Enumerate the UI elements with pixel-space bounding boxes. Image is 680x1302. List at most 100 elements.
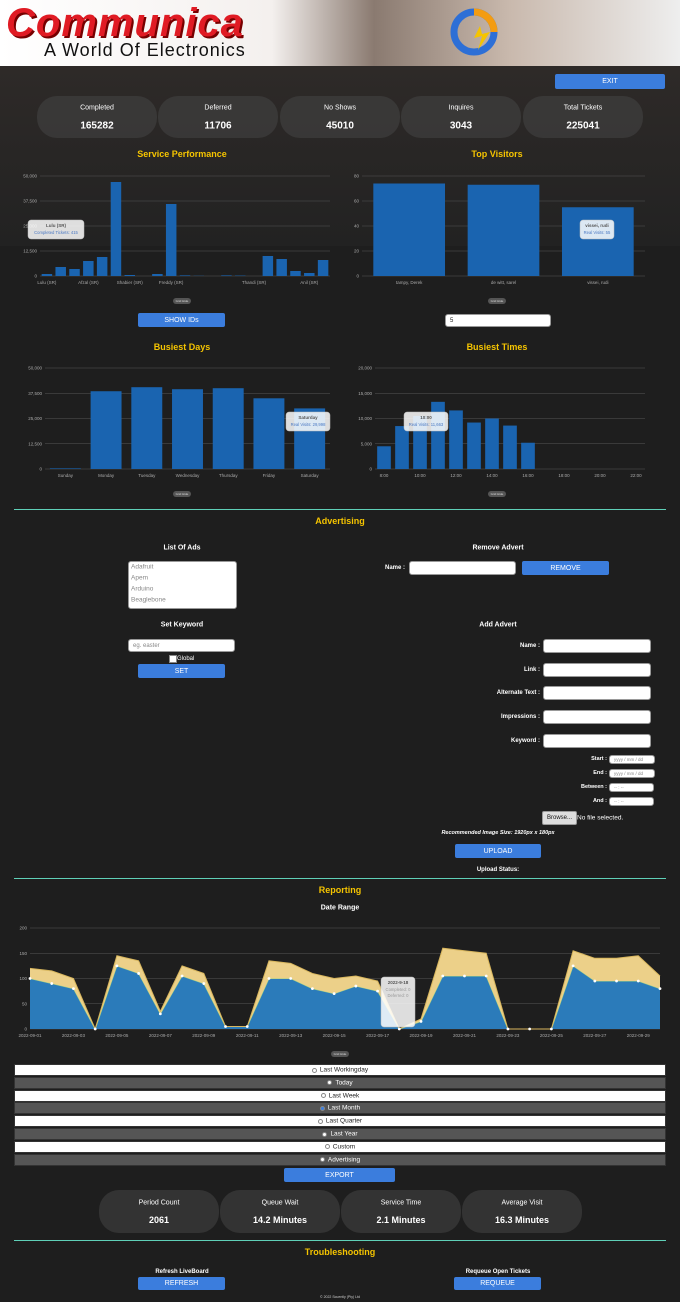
checkbox[interactable]	[169, 655, 177, 663]
range-option[interactable]	[14, 1153, 666, 1166]
grid-toggle[interactable]: Grid Hide	[488, 491, 506, 497]
ad-item: Adafruit	[131, 563, 154, 571]
y-tick-label: 40	[354, 224, 360, 229]
range-option[interactable]	[14, 1128, 666, 1140]
bar	[90, 391, 122, 469]
bar	[485, 418, 499, 469]
x-tick-label: Thursday	[219, 473, 239, 478]
radio[interactable]	[319, 1157, 325, 1163]
x-tick-label: 2022-09-21	[453, 1033, 477, 1038]
tooltip-text: Real Visits: 55	[584, 230, 611, 235]
y-tick-label: 5,000	[361, 441, 373, 446]
y-tick-label: 0	[34, 274, 37, 279]
field-label: And :	[592, 798, 607, 804]
range-option[interactable]	[14, 1140, 666, 1153]
y-tick-label: 80	[354, 174, 360, 179]
y-tick-label: 12,500	[28, 441, 42, 446]
x-tick-label: Lulu (SR)	[37, 280, 57, 285]
browse-button[interactable]: Browse...	[542, 811, 577, 825]
checkbox-label: Global	[177, 656, 195, 662]
ads-list[interactable]	[128, 561, 237, 609]
date-input[interactable]: yyyy / mm / dd	[609, 754, 655, 764]
keyword-input[interactable]: eg. easter	[128, 639, 235, 652]
field-input[interactable]	[543, 639, 651, 653]
field-label: Alternate Text :	[496, 690, 540, 697]
stat-card	[37, 96, 157, 138]
radio[interactable]	[317, 1118, 323, 1124]
bar	[212, 388, 244, 469]
field-input[interactable]	[543, 686, 651, 701]
upload-button[interactable]: UPLOAD	[455, 844, 541, 858]
stat-label: Completed	[80, 104, 114, 112]
x-tick-label: 2022-09-13	[279, 1033, 303, 1038]
set-button[interactable]: SET	[138, 664, 225, 678]
point	[137, 972, 141, 975]
point	[158, 1012, 162, 1016]
grid-toggle[interactable]: Grid Hide	[173, 491, 191, 497]
ad-item: Apem	[131, 574, 148, 582]
radio[interactable]	[320, 1093, 326, 1099]
radio[interactable]	[311, 1067, 317, 1073]
summary-value: 16.3 Minutes	[494, 1215, 550, 1225]
section-divider	[14, 878, 666, 879]
radio[interactable]	[319, 1105, 325, 1111]
x-tick-label: 10:00	[414, 473, 426, 478]
visitor-count-input[interactable]: 5	[445, 314, 551, 327]
tooltip-text: Completed: 0	[386, 987, 412, 992]
radio[interactable]	[327, 1080, 333, 1086]
bar	[503, 425, 517, 469]
x-tick-label: 2022-09-03	[62, 1033, 86, 1038]
x-tick-label: 18:00	[558, 473, 570, 478]
section-divider	[14, 1240, 666, 1241]
action-button[interactable]: REQUEUE	[454, 1277, 541, 1290]
exit-button[interactable]: EXIT	[555, 74, 665, 89]
range-label: Last Quarter	[325, 1117, 363, 1125]
export-button[interactable]: EXPORT	[284, 1168, 395, 1182]
x-tick-label: Saturday	[301, 473, 320, 478]
label: Add Advert	[479, 621, 517, 629]
x-tick-label: Wednesday	[176, 473, 200, 478]
x-tick-label: 2022-09-01	[18, 1033, 42, 1038]
grid-toggle[interactable]: Grid Hide	[331, 1051, 349, 1057]
date-input[interactable]: -- : --	[609, 796, 654, 806]
range-label: Custom	[332, 1143, 356, 1151]
date-input[interactable]: yyyy / mm / dd	[609, 768, 655, 778]
show-ids-button[interactable]: SHOW IDs	[138, 313, 225, 327]
y-tick-label: 50	[22, 1001, 28, 1006]
range-option[interactable]	[14, 1102, 666, 1115]
bar	[395, 426, 409, 469]
range-option[interactable]	[14, 1064, 666, 1076]
range-option[interactable]	[14, 1115, 666, 1128]
x-tick-label: Thandi (SR)	[242, 280, 267, 285]
point	[528, 1027, 532, 1031]
field-input[interactable]	[543, 710, 651, 725]
radio[interactable]	[324, 1144, 330, 1150]
x-tick-label: 2022-09-25	[540, 1033, 564, 1038]
range-option[interactable]	[14, 1076, 666, 1089]
tagline: A World Of Electronics	[44, 40, 246, 60]
tooltip-text: Real Visits: 29,998	[291, 422, 327, 427]
point	[571, 964, 575, 968]
summary-card	[220, 1190, 340, 1233]
tooltip-text: Completed Tickets: 415	[34, 230, 78, 235]
section-title: Advertising	[315, 516, 365, 526]
hint: Recommended Image Size: 1920px x 180px	[441, 830, 555, 836]
tooltip	[579, 219, 615, 240]
field-input[interactable]	[543, 662, 651, 677]
point	[289, 977, 293, 980]
name-input[interactable]	[409, 561, 516, 575]
bar	[96, 257, 108, 276]
y-tick-label: 50,000	[28, 366, 42, 371]
remove-button[interactable]: REMOVE	[522, 561, 609, 575]
area	[30, 965, 660, 1029]
date-input[interactable]: -- : --	[609, 782, 654, 792]
y-tick-label: 20	[354, 249, 360, 254]
stat-label: Deferred	[204, 104, 232, 112]
action-button[interactable]: REFRESH	[138, 1277, 225, 1290]
y-tick-label: 12,500	[23, 249, 37, 254]
grid-toggle[interactable]: Grid Hide	[173, 298, 191, 304]
field-input[interactable]	[543, 733, 651, 748]
grid-toggle[interactable]: Grid Hide	[488, 298, 506, 304]
radio[interactable]	[322, 1131, 328, 1137]
range-option[interactable]	[14, 1089, 666, 1102]
